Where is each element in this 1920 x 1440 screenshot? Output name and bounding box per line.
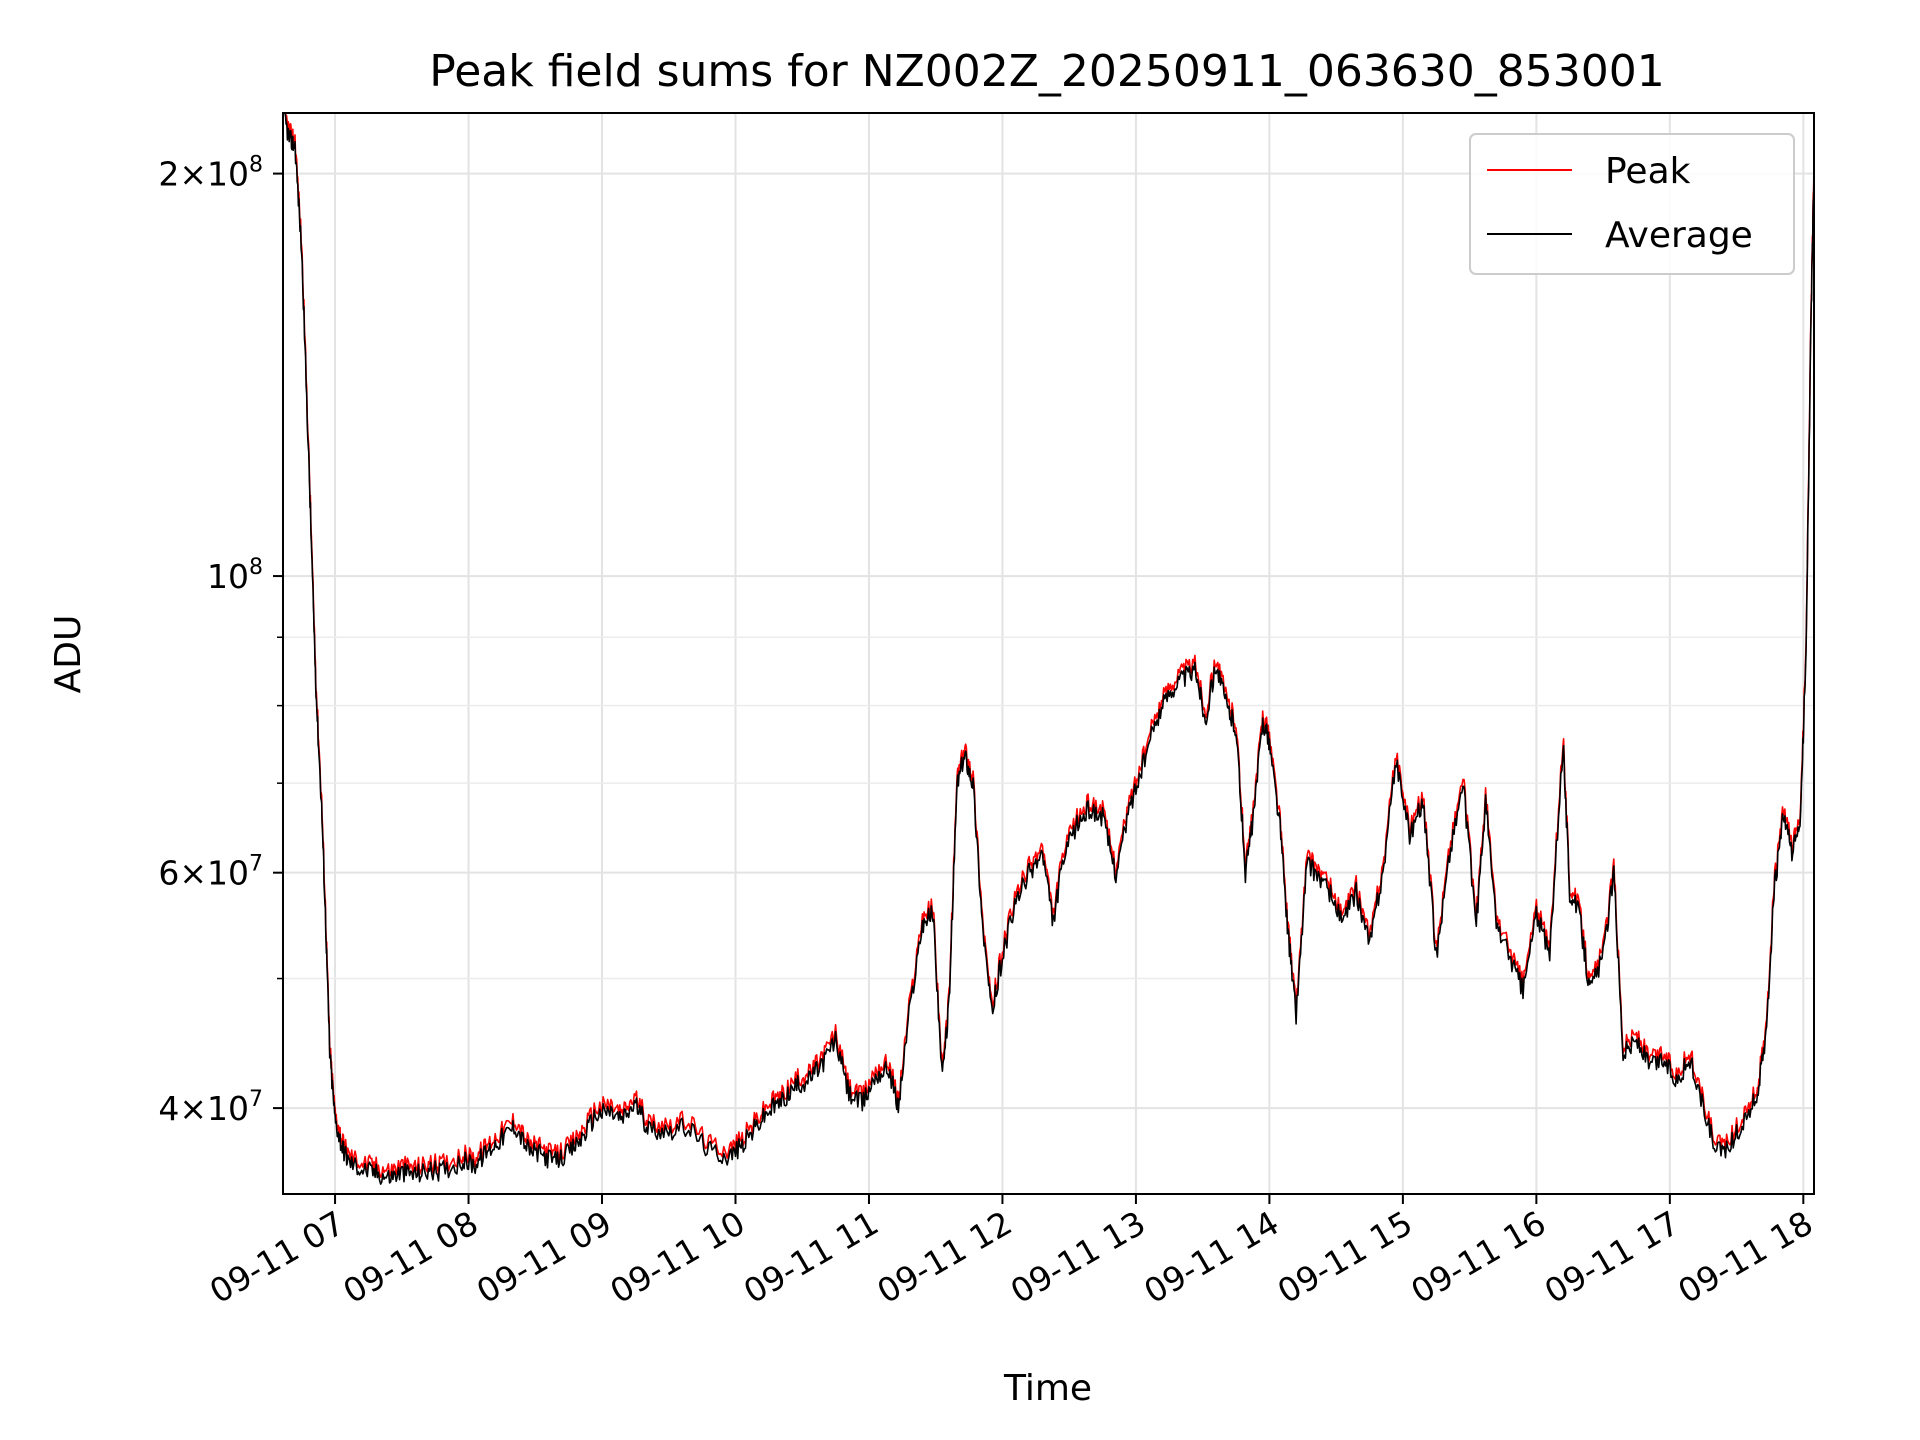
legend-average-label: Average bbox=[1605, 215, 1753, 256]
chart-title: Peak field sums for NZ002Z_20250911_0636… bbox=[429, 46, 1665, 97]
y-axis-label: ADU bbox=[48, 615, 89, 694]
grid bbox=[283, 113, 1814, 1194]
x-axis-label: Time bbox=[1003, 1368, 1092, 1409]
legend: Peak Average bbox=[1469, 133, 1795, 275]
series-line-average bbox=[283, 112, 1815, 1185]
series-lines bbox=[283, 112, 1815, 1185]
y-tick-label: 4×107 bbox=[158, 1087, 263, 1128]
plot-frame bbox=[282, 112, 1815, 1195]
y-axis-ticks: 4×107 6×107 108 2×108 bbox=[158, 153, 283, 1128]
y-tick-label: 6×107 bbox=[158, 852, 263, 893]
legend-peak-label: Peak bbox=[1605, 151, 1691, 192]
y-tick-label: 2×108 bbox=[158, 153, 263, 194]
y-tick-label: 108 bbox=[207, 555, 263, 596]
